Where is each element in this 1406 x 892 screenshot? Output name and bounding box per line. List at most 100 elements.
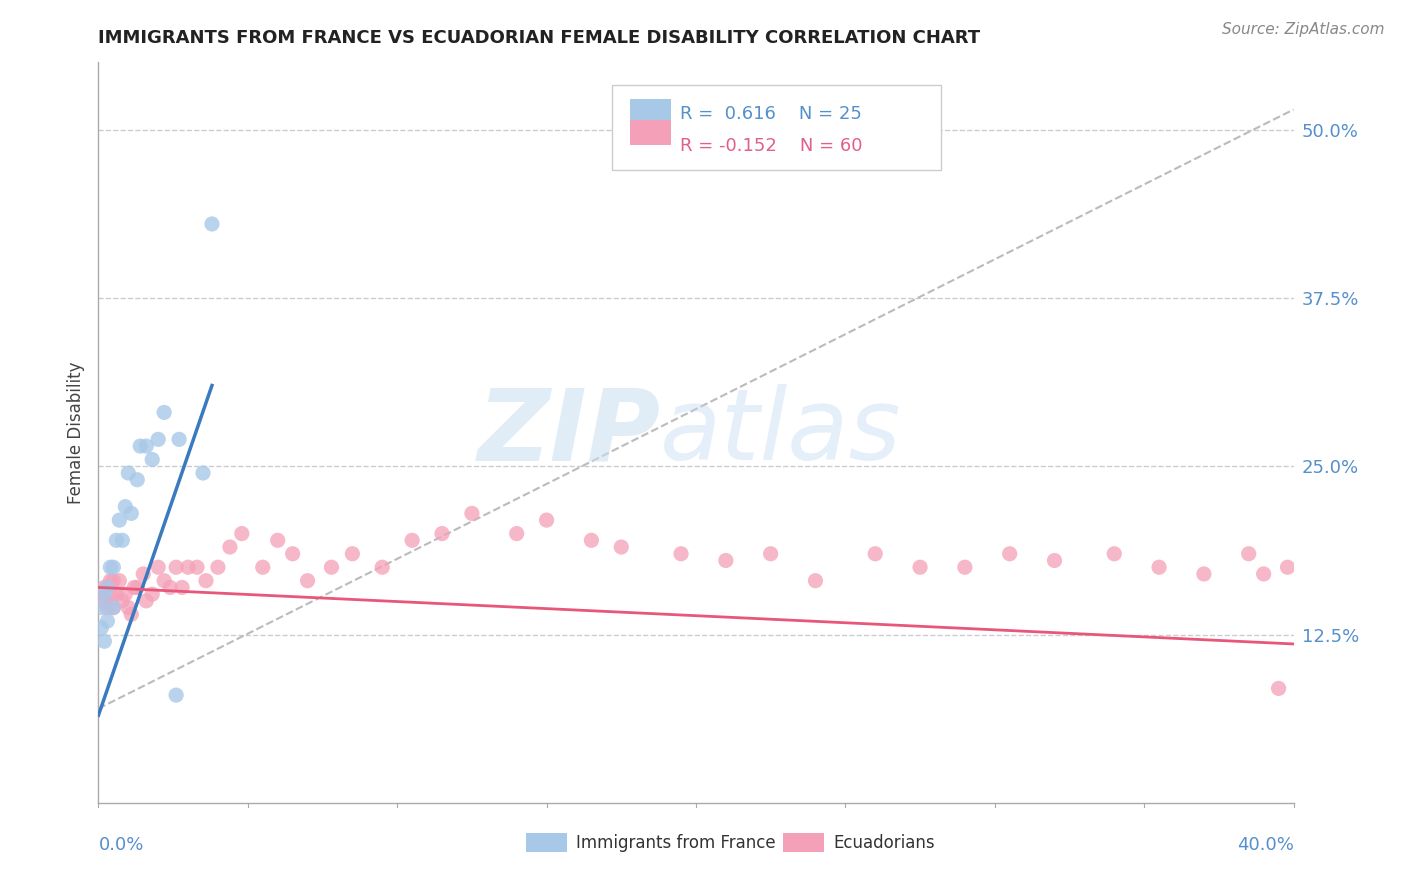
Point <box>581 533 603 548</box>
Point <box>1267 681 1289 696</box>
Point <box>714 553 737 567</box>
Text: 40.0%: 40.0% <box>1237 836 1294 855</box>
FancyBboxPatch shape <box>783 833 824 853</box>
Point <box>401 533 423 548</box>
Point <box>120 507 142 521</box>
Point <box>1043 553 1066 567</box>
Point <box>111 594 134 608</box>
Point <box>953 560 976 574</box>
FancyBboxPatch shape <box>613 85 941 169</box>
Text: R =  0.616    N = 25: R = 0.616 N = 25 <box>681 104 862 122</box>
Point <box>207 560 229 574</box>
Point <box>1192 566 1215 581</box>
Point <box>201 217 224 231</box>
Text: 0.0%: 0.0% <box>98 836 143 855</box>
Point <box>177 560 200 574</box>
Point <box>103 600 125 615</box>
Point <box>669 547 692 561</box>
Point <box>610 540 633 554</box>
Point <box>153 405 176 419</box>
Point <box>98 574 122 588</box>
Point <box>195 574 218 588</box>
Point <box>96 581 118 595</box>
Point <box>219 540 242 554</box>
Point <box>117 466 139 480</box>
Point <box>93 587 115 601</box>
Point <box>1277 560 1299 574</box>
Point <box>93 634 115 648</box>
Point <box>90 587 112 601</box>
Point <box>103 560 125 574</box>
FancyBboxPatch shape <box>630 120 671 145</box>
Point <box>98 560 122 574</box>
Point <box>98 587 122 601</box>
Point <box>96 614 118 628</box>
Point <box>998 547 1021 561</box>
Point <box>114 587 136 601</box>
Point <box>108 574 131 588</box>
Point <box>506 526 529 541</box>
Point <box>117 600 139 615</box>
Point <box>105 533 128 548</box>
Point <box>127 473 149 487</box>
Point <box>252 560 274 574</box>
Point <box>135 439 157 453</box>
Text: atlas: atlas <box>661 384 901 481</box>
Point <box>908 560 931 574</box>
Text: Immigrants from France: Immigrants from France <box>576 834 776 852</box>
Point <box>93 581 115 595</box>
Point <box>865 547 887 561</box>
Point <box>1237 547 1260 561</box>
Point <box>342 547 364 561</box>
Point <box>90 621 112 635</box>
Point <box>135 594 157 608</box>
Point <box>124 581 146 595</box>
Point <box>93 594 115 608</box>
Point <box>297 574 319 588</box>
Text: ZIP: ZIP <box>477 384 661 481</box>
Point <box>1253 566 1275 581</box>
Point <box>191 466 214 480</box>
Point <box>96 600 118 615</box>
Point <box>321 560 343 574</box>
Point <box>172 581 194 595</box>
Point <box>759 547 782 561</box>
Point <box>167 433 190 447</box>
Point <box>430 526 453 541</box>
Point <box>148 433 170 447</box>
Point <box>159 581 181 595</box>
Point <box>90 600 112 615</box>
Point <box>103 600 125 615</box>
Point <box>120 607 142 622</box>
Point <box>536 513 558 527</box>
Text: R = -0.152    N = 60: R = -0.152 N = 60 <box>681 137 863 155</box>
Point <box>132 566 155 581</box>
Point <box>186 560 208 574</box>
Point <box>165 560 187 574</box>
FancyBboxPatch shape <box>526 833 567 853</box>
Point <box>129 439 152 453</box>
Text: Source: ZipAtlas.com: Source: ZipAtlas.com <box>1222 22 1385 37</box>
FancyBboxPatch shape <box>630 99 671 125</box>
Point <box>461 507 484 521</box>
Y-axis label: Female Disability: Female Disability <box>66 361 84 504</box>
Point <box>105 587 128 601</box>
Point <box>114 500 136 514</box>
Point <box>111 533 134 548</box>
Point <box>141 452 163 467</box>
Text: Ecuadorians: Ecuadorians <box>834 834 935 852</box>
Point <box>804 574 827 588</box>
Point <box>108 513 131 527</box>
Point <box>371 560 394 574</box>
Point <box>1104 547 1126 561</box>
Point <box>148 560 170 574</box>
Point <box>231 526 253 541</box>
Point <box>103 574 125 588</box>
Point <box>127 581 149 595</box>
Point <box>267 533 290 548</box>
Point <box>1147 560 1170 574</box>
Point <box>153 574 176 588</box>
Point <box>141 587 163 601</box>
Point <box>165 688 187 702</box>
Point <box>281 547 304 561</box>
